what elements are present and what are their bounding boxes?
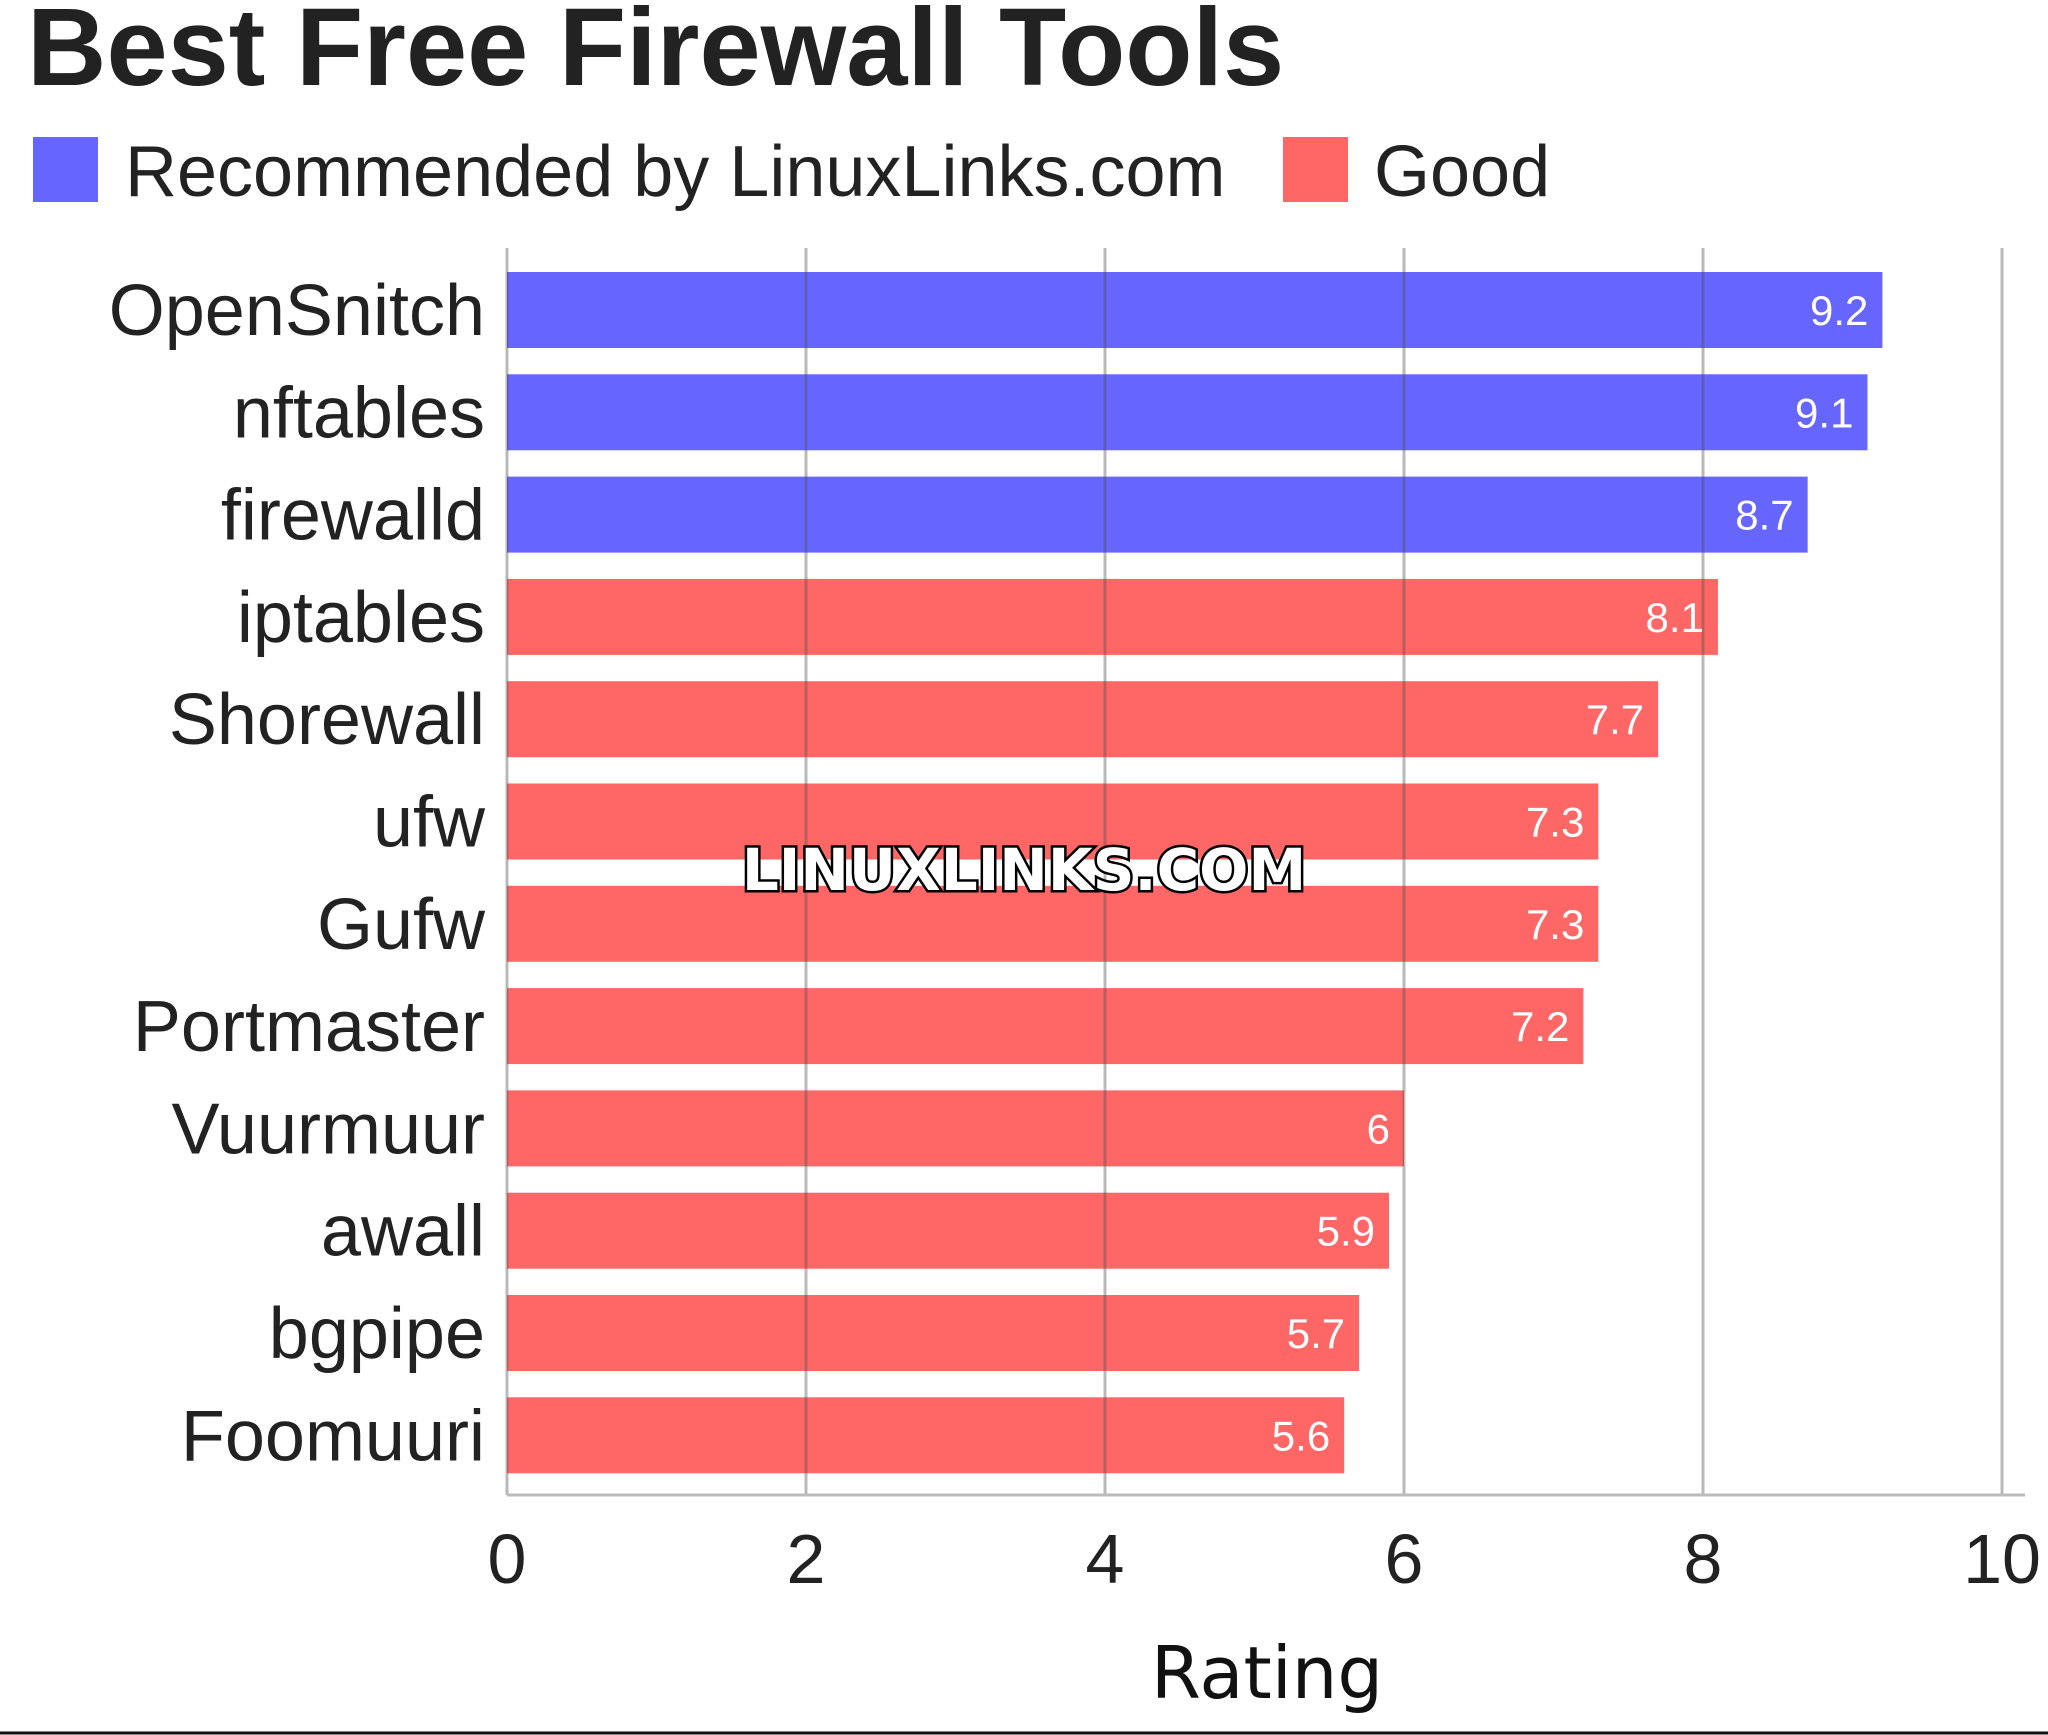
category-label: Vuurmuur [172, 1089, 485, 1169]
x-tick-label: 2 [787, 1520, 826, 1598]
category-label: awall [321, 1192, 485, 1272]
value-label: 5.7 [1287, 1310, 1345, 1357]
x-tick-label: 6 [1385, 1520, 1424, 1598]
bar-vuurmuur [507, 1090, 1404, 1167]
bar-iptables [507, 578, 1718, 655]
value-label: 5.6 [1272, 1412, 1330, 1459]
bar-nftables [507, 374, 1868, 451]
category-label: iptables [237, 578, 485, 658]
category-label: Portmaster [133, 987, 485, 1067]
category-label: bgpipe [269, 1294, 485, 1374]
bar-opensnitch [507, 272, 1883, 348]
bar-awall [507, 1192, 1390, 1269]
x-axis-label: Rating [1151, 1631, 1383, 1715]
value-label: 7.2 [1511, 1003, 1569, 1050]
value-label: 9.1 [1795, 389, 1853, 436]
value-label: 7.3 [1526, 901, 1584, 948]
x-tick-label: 10 [1963, 1520, 2041, 1598]
value-label: 6 [1367, 1105, 1390, 1152]
chart-title: Best Free Firewall Tools [27, 0, 1284, 109]
legend-label-good: Good [1374, 132, 1550, 212]
category-label: firewalld [221, 476, 485, 556]
bar-firewalld [507, 476, 1808, 553]
category-label: Shorewall [169, 680, 485, 760]
category-label: OpenSnitch [109, 271, 485, 351]
x-tick-label: 0 [488, 1520, 527, 1598]
category-label: Gufw [317, 885, 486, 965]
value-label: 8.1 [1646, 594, 1704, 641]
value-label: 7.3 [1526, 799, 1584, 846]
value-label: 5.9 [1317, 1208, 1375, 1255]
legend-swatch-good [1283, 137, 1348, 202]
bar-ufw [507, 783, 1599, 860]
x-tick-label: 8 [1684, 1520, 1723, 1598]
category-label: nftables [233, 373, 485, 453]
bar-gufw [507, 885, 1599, 962]
x-tick-label: 4 [1086, 1520, 1125, 1598]
value-label: 7.7 [1586, 696, 1644, 743]
category-label: ufw [373, 783, 486, 863]
watermark: LINUXLINKS.COM [742, 836, 1306, 904]
category-label: Foomuuri [181, 1396, 485, 1476]
legend: Recommended by LinuxLinks.com Good [33, 132, 1550, 212]
bar-bgpipe [507, 1295, 1360, 1371]
legend-label-recommended: Recommended by LinuxLinks.com [125, 132, 1226, 212]
bar-shorewall [507, 681, 1659, 758]
value-label: 8.7 [1735, 492, 1793, 539]
value-label: 9.2 [1810, 287, 1868, 334]
bar-foomuuri [507, 1397, 1345, 1474]
bar-portmaster [507, 988, 1584, 1065]
legend-swatch-recommended [33, 137, 98, 202]
